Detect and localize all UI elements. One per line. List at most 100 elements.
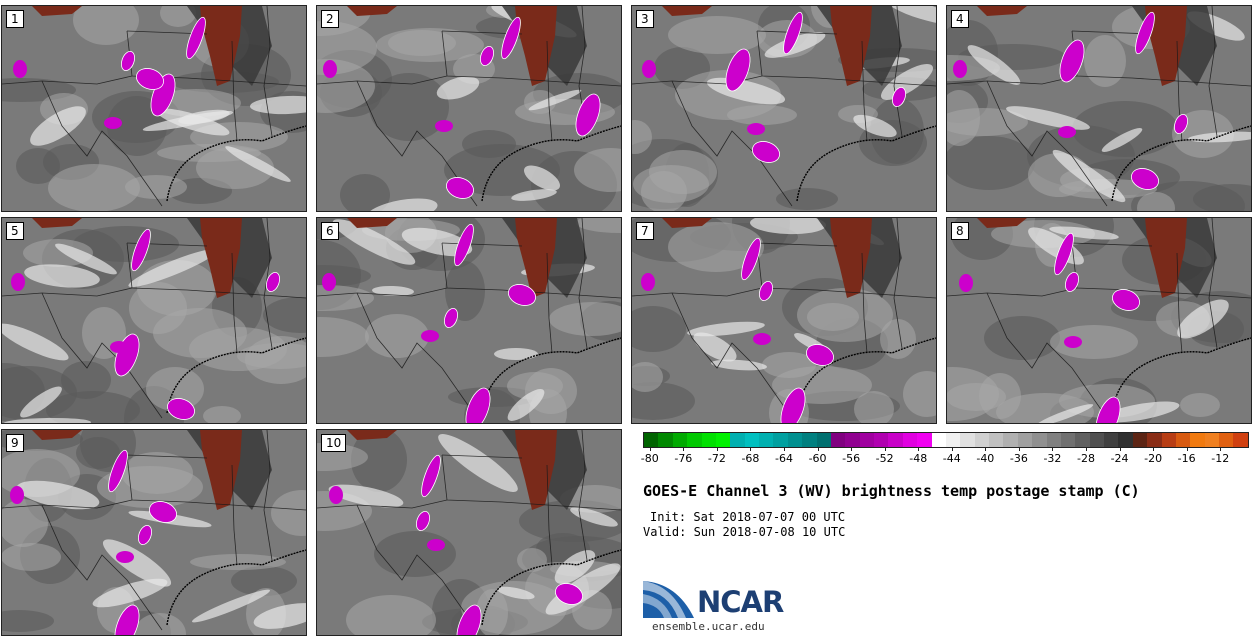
- colorbar-tick-label: -60: [809, 452, 827, 465]
- panel-2: 2: [316, 5, 622, 212]
- colorbar-tick-label: -40: [976, 452, 994, 465]
- colorbar-tick-mark: [1052, 447, 1053, 451]
- colorbar-swatch: [1032, 433, 1046, 447]
- colorbar-swatch: [860, 433, 874, 447]
- colorbar-swatch: [658, 433, 672, 447]
- colorbar-swatch: [831, 433, 845, 447]
- colorbar-swatch: [1233, 433, 1247, 447]
- panel-label: 6: [321, 222, 339, 240]
- colorbar-tick-mark: [1086, 447, 1087, 451]
- colorbar-tick-mark: [650, 447, 651, 451]
- panel-label: 2: [321, 10, 339, 28]
- colorbar-tick-label: -44: [943, 452, 961, 465]
- panel-label: 3: [636, 10, 654, 28]
- colorbar-swatch: [1018, 433, 1032, 447]
- colorbar-tick-mark: [683, 447, 684, 451]
- panel-label: 4: [951, 10, 969, 28]
- panel-7: 7: [631, 217, 937, 424]
- colorbar-swatch: [802, 433, 816, 447]
- colorbar-swatch: [989, 433, 1003, 447]
- colorbar-tick-label: -64: [775, 452, 793, 465]
- colorbar-tick-mark: [952, 447, 953, 451]
- colorbar-swatch: [1075, 433, 1089, 447]
- colorbar-swatch: [673, 433, 687, 447]
- colorbar-swatch: [817, 433, 831, 447]
- colorbar-swatch: [1090, 433, 1104, 447]
- colorbar-swatch: [932, 433, 946, 447]
- init-time: Init: Sat 2018-07-07 00 UTC: [650, 510, 845, 524]
- colorbar-swatch: [702, 433, 716, 447]
- colorbar-tick-label: -80: [641, 452, 659, 465]
- colorbar-tick-mark: [1187, 447, 1188, 451]
- colorbar-swatch: [874, 433, 888, 447]
- colorbar-swatch: [1133, 433, 1147, 447]
- colorbar-swatch: [716, 433, 730, 447]
- colorbar-tick-label: -16: [1178, 452, 1196, 465]
- colorbar-tick-label: -48: [909, 452, 927, 465]
- colorbar-swatch: [759, 433, 773, 447]
- colorbar-swatch: [903, 433, 917, 447]
- panel-9: 9: [1, 429, 307, 636]
- colorbar-tick-label: -72: [708, 452, 726, 465]
- panel-label: 5: [6, 222, 24, 240]
- colorbar-swatch: [687, 433, 701, 447]
- colorbar-tick-label: -20: [1144, 452, 1162, 465]
- colorbar-swatch: [1205, 433, 1219, 447]
- colorbar-tick-mark: [1120, 447, 1121, 451]
- colorbar-swatch: [1176, 433, 1190, 447]
- colorbar-swatch: [730, 433, 744, 447]
- colorbar-tick-label: -68: [741, 452, 759, 465]
- colorbar-tick-label: -32: [1043, 452, 1061, 465]
- colorbar-swatch: [975, 433, 989, 447]
- colorbar-tick-label: -28: [1077, 452, 1095, 465]
- colorbar-swatch: [946, 433, 960, 447]
- colorbar-tick-mark: [717, 447, 718, 451]
- colorbar-tick-mark: [885, 447, 886, 451]
- panel-8: 8: [946, 217, 1252, 424]
- colorbar-swatch: [788, 433, 802, 447]
- colorbar-tick-label: -52: [876, 452, 894, 465]
- colorbar-tick-mark: [784, 447, 785, 451]
- colorbar-tick-mark: [750, 447, 751, 451]
- colorbar-swatch: [1147, 433, 1161, 447]
- colorbar-swatch: [960, 433, 974, 447]
- panel-10: 10: [316, 429, 622, 636]
- colorbar-tick-mark: [985, 447, 986, 451]
- colorbar-tick-label: -56: [842, 452, 860, 465]
- ncar-logo-text: NCAR: [697, 585, 783, 619]
- colorbar-swatch: [888, 433, 902, 447]
- panel-5: 5: [1, 217, 307, 424]
- valid-time: Valid: Sun 2018-07-08 10 UTC: [643, 525, 845, 539]
- colorbar-swatch: [1104, 433, 1118, 447]
- colorbar-tick-mark: [918, 447, 919, 451]
- panel-label: 9: [6, 434, 24, 452]
- panel-label: 7: [636, 222, 654, 240]
- figure-title: GOES-E Channel 3 (WV) brightness temp po…: [643, 482, 1140, 500]
- site-url: ensemble.ucar.edu: [652, 620, 765, 633]
- colorbar-tick-label: -76: [674, 452, 692, 465]
- colorbar-swatch: [773, 433, 787, 447]
- colorbar-tick-mark: [851, 447, 852, 451]
- colorbar-swatch: [1162, 433, 1176, 447]
- panel-3: 3: [631, 5, 937, 212]
- colorbar-swatch: [1219, 433, 1233, 447]
- colorbar-tick-mark: [818, 447, 819, 451]
- colorbar-tick-label: -36: [1010, 452, 1028, 465]
- colorbar-swatch: [1190, 433, 1204, 447]
- colorbar: [643, 432, 1249, 448]
- panel-label: 1: [6, 10, 24, 28]
- colorbar-swatch: [1047, 433, 1061, 447]
- colorbar-tick-label: -24: [1111, 452, 1129, 465]
- colorbar-swatch: [745, 433, 759, 447]
- colorbar-swatch: [917, 433, 931, 447]
- colorbar-tick-label: -12: [1211, 452, 1229, 465]
- panel-1: 1: [1, 5, 307, 212]
- colorbar-swatch: [1118, 433, 1132, 447]
- panel-4: 4: [946, 5, 1252, 212]
- panel-6: 6: [316, 217, 622, 424]
- colorbar-swatch: [1061, 433, 1075, 447]
- colorbar-swatch: [1003, 433, 1017, 447]
- colorbar-tick-mark: [1019, 447, 1020, 451]
- colorbar-swatch: [845, 433, 859, 447]
- panel-label: 8: [951, 222, 969, 240]
